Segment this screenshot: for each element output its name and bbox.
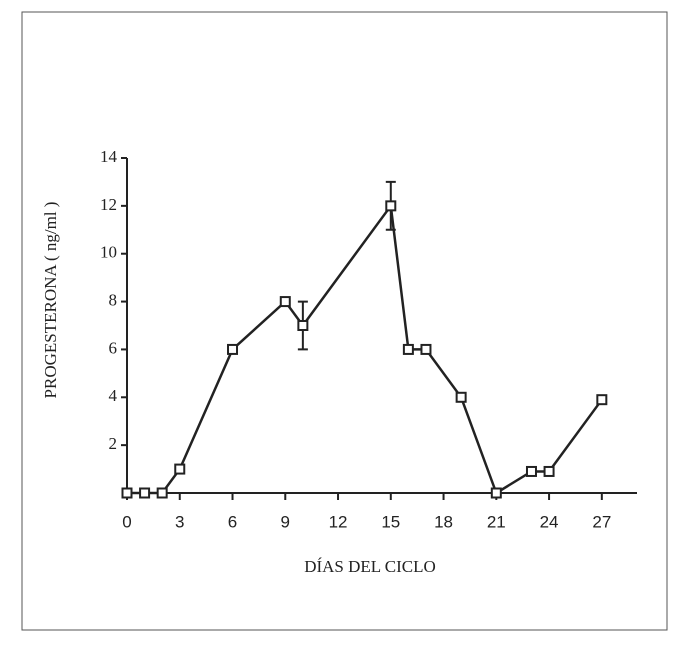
x-tick-label: 24: [540, 512, 559, 531]
data-point: [279, 296, 291, 308]
data-point: [156, 487, 168, 499]
x-tick-label: 0: [122, 512, 131, 531]
y-tick-label: 6: [109, 338, 118, 357]
x-tick-label: 18: [434, 512, 453, 531]
data-point: [455, 391, 467, 403]
x-axis-label: DÍAS DEL CICLO: [304, 557, 436, 576]
x-tick-label: 3: [175, 512, 184, 531]
data-point: [543, 465, 555, 477]
data-point: [596, 394, 608, 406]
x-tick-label: 15: [381, 512, 400, 531]
data-point: [420, 343, 432, 355]
x-tick-label: 27: [592, 512, 611, 531]
x-tick-label: 6: [228, 512, 237, 531]
x-tick-label: 9: [281, 512, 290, 531]
y-tick-label: 10: [100, 243, 117, 262]
y-tick-label: 4: [109, 386, 118, 405]
y-tick-label: 14: [100, 147, 118, 166]
y-tick-label: 2: [109, 434, 118, 453]
data-point: [174, 463, 186, 475]
data-line: [127, 202, 603, 495]
y-tick-label: 8: [109, 290, 118, 309]
data-point: [121, 487, 133, 499]
data-point: [297, 320, 309, 331]
x-tick-label: 12: [329, 512, 348, 531]
y-tick-label: 12: [100, 195, 117, 214]
frame: [21, 11, 668, 631]
data-point: [385, 200, 397, 212]
y-axis-label: PROGESTERONA ( ng/ml ): [41, 202, 60, 399]
x-tick-label: 21: [487, 512, 506, 531]
data-point: [227, 343, 239, 355]
data-point: [139, 487, 151, 499]
data-point: [490, 487, 502, 499]
data-point: [525, 465, 537, 477]
data-point: [402, 343, 414, 355]
